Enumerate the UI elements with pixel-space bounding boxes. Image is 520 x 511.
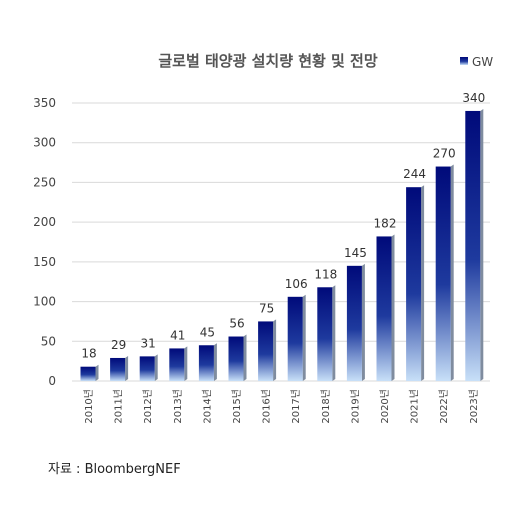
y-tick-label: 0 xyxy=(48,374,56,388)
y-tick-label: 250 xyxy=(33,175,56,189)
x-tick-label: 2013년 xyxy=(172,389,184,424)
legend-label: GW xyxy=(472,55,493,69)
chart-title: 글로벌 태양광 설치량 현황 및 전망 xyxy=(158,52,378,70)
x-tick-label: 2017년 xyxy=(290,389,302,424)
bar-side xyxy=(95,364,99,381)
bar-side xyxy=(125,355,129,381)
bar xyxy=(406,187,422,381)
y-tick-label: 150 xyxy=(33,255,56,269)
x-tick-label: 2023년 xyxy=(468,389,480,424)
bar xyxy=(198,345,214,381)
bar-side xyxy=(361,263,365,381)
bar-side xyxy=(421,185,425,381)
bar-side xyxy=(184,346,188,381)
data-label: 75 xyxy=(259,301,274,315)
x-tick-label: 2015년 xyxy=(231,389,243,424)
x-tick-label: 2014년 xyxy=(201,389,213,424)
bar-side xyxy=(273,319,277,381)
bar-side xyxy=(391,234,395,381)
bar xyxy=(287,296,303,381)
y-tick-label: 300 xyxy=(33,136,56,150)
x-tick-label: 2016년 xyxy=(261,389,273,424)
data-label: 106 xyxy=(285,277,308,291)
data-label: 31 xyxy=(141,336,156,350)
bar-side xyxy=(243,334,247,381)
bar-side xyxy=(213,343,217,381)
bar xyxy=(169,348,185,381)
x-tick-label: 2011년 xyxy=(113,389,125,424)
x-tick-label: 2022년 xyxy=(438,389,450,424)
legend-swatch xyxy=(460,57,468,65)
data-label: 118 xyxy=(314,267,337,281)
bar xyxy=(228,336,244,381)
data-label: 145 xyxy=(344,246,367,260)
y-tick-label: 200 xyxy=(33,215,56,229)
x-tick-label: 2021년 xyxy=(409,389,421,424)
bar-side xyxy=(450,164,454,381)
data-label: 244 xyxy=(403,167,426,181)
data-label: 29 xyxy=(111,338,126,352)
bar xyxy=(80,366,96,381)
data-label: 45 xyxy=(200,325,215,339)
y-tick-label: 50 xyxy=(41,334,56,348)
y-tick-label: 350 xyxy=(33,96,56,110)
x-tick-label: 2010년 xyxy=(83,389,95,424)
data-label: 56 xyxy=(229,317,244,331)
y-tick-label: 100 xyxy=(33,295,56,309)
bar-side xyxy=(332,285,336,381)
legend: GW xyxy=(460,55,493,69)
data-label: 340 xyxy=(462,91,485,105)
x-tick-label: 2020년 xyxy=(379,389,391,424)
x-tick-label: 2012년 xyxy=(142,389,154,424)
x-tick-label: 2018년 xyxy=(320,389,332,424)
data-label: 18 xyxy=(81,347,96,361)
bar xyxy=(258,321,274,381)
data-label: 270 xyxy=(433,147,456,161)
source-note: 자료 : BloombergNEF xyxy=(48,462,181,477)
data-label: 182 xyxy=(374,216,397,230)
bar xyxy=(435,166,451,381)
bar-side xyxy=(154,354,158,381)
bar xyxy=(110,357,126,381)
bar-side xyxy=(480,108,484,381)
data-label: 41 xyxy=(170,328,185,342)
bar-side xyxy=(302,294,306,381)
x-tick-label: 2019년 xyxy=(349,389,361,424)
bar xyxy=(317,287,333,381)
bar xyxy=(465,110,481,381)
bar xyxy=(346,265,362,381)
bar xyxy=(376,236,392,381)
bar xyxy=(139,356,155,381)
